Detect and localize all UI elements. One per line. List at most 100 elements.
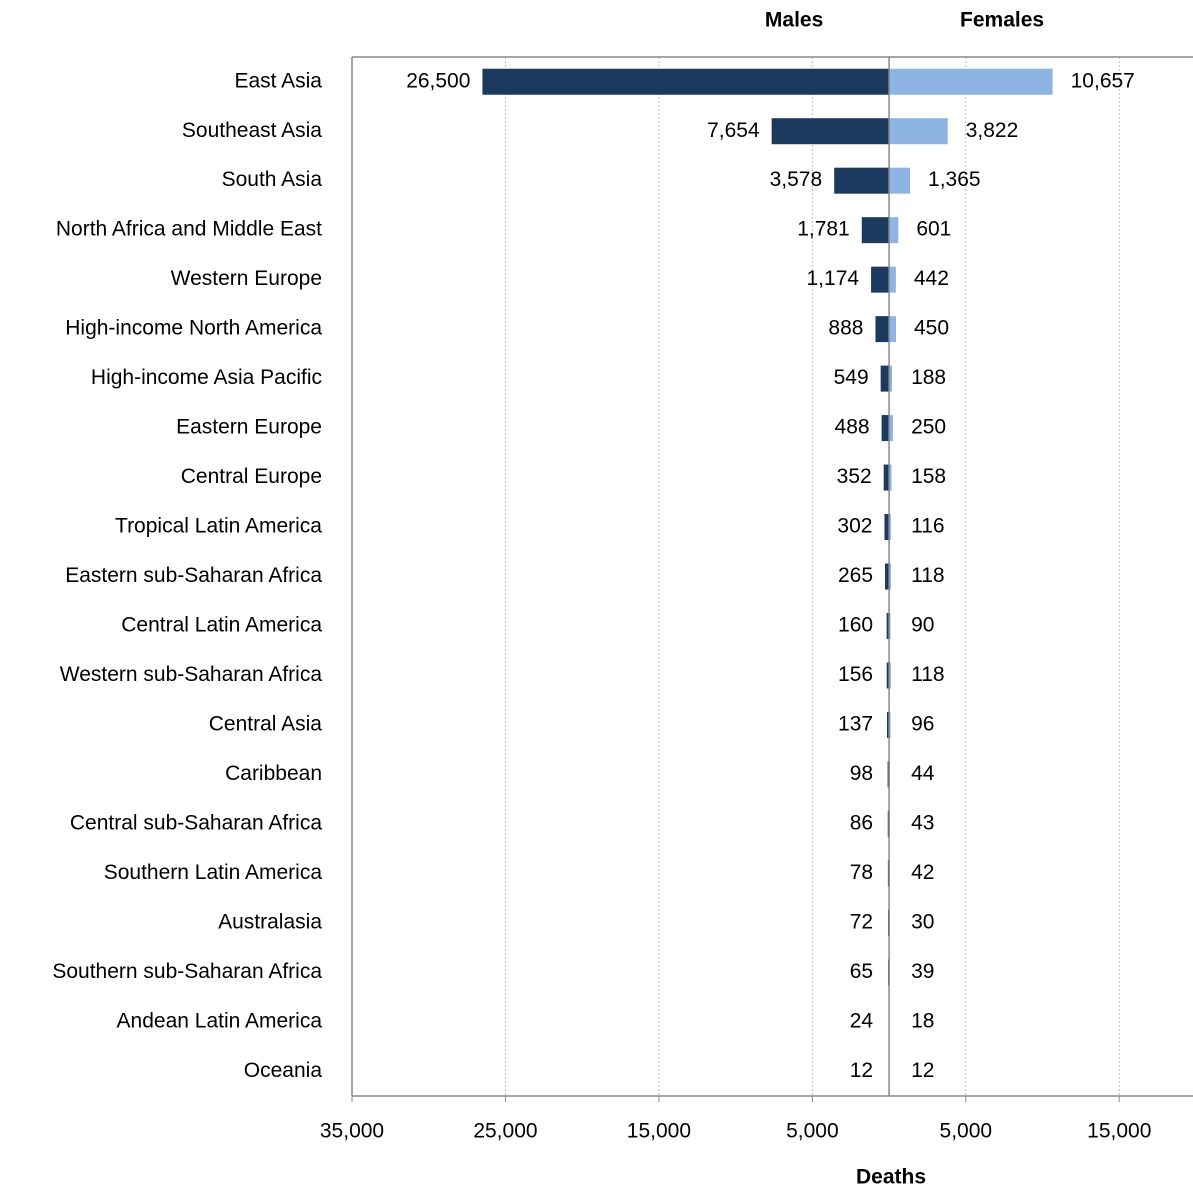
value-label: 12 xyxy=(911,1059,934,1082)
bar xyxy=(886,662,890,689)
bar xyxy=(889,464,892,491)
category-label: Australasia xyxy=(218,910,322,933)
bar xyxy=(886,711,890,738)
value-label: 98 xyxy=(850,762,873,785)
value-label: 12 xyxy=(850,1059,873,1082)
value-label: 158 xyxy=(911,465,946,488)
value-label: 24 xyxy=(850,1009,874,1032)
bar xyxy=(881,415,890,442)
x-tick-label: 15,000 xyxy=(627,1120,691,1143)
x-tick-label: 5,000 xyxy=(940,1120,993,1143)
value-label: 302 xyxy=(837,515,872,538)
value-label: 86 xyxy=(850,811,873,834)
category-label: Southern Latin America xyxy=(104,861,323,884)
bar xyxy=(887,761,890,788)
value-label: 18 xyxy=(911,1009,934,1032)
value-label: 1,781 xyxy=(797,218,850,241)
category-label: Central Asia xyxy=(209,712,323,735)
value-label: 96 xyxy=(911,712,934,735)
x-tick-label: 15,000 xyxy=(1087,1120,1151,1143)
value-label: 44 xyxy=(911,762,935,785)
category-label: North Africa and Middle East xyxy=(56,218,322,241)
category-label: Central Latin America xyxy=(121,614,322,637)
category-label: Eastern Europe xyxy=(176,416,322,439)
series-header: Males xyxy=(765,9,823,32)
value-label: 888 xyxy=(828,317,863,340)
bar xyxy=(886,612,890,639)
value-label: 7,654 xyxy=(707,119,760,142)
bar xyxy=(771,118,890,145)
bar xyxy=(889,118,948,145)
value-label: 118 xyxy=(911,663,944,686)
bar xyxy=(889,217,899,244)
bar xyxy=(889,316,896,343)
bar xyxy=(889,514,891,541)
bar xyxy=(889,68,1053,95)
bar xyxy=(875,316,890,343)
category-label: South Asia xyxy=(222,168,323,191)
value-label: 72 xyxy=(850,910,873,933)
bar xyxy=(880,365,890,392)
bar xyxy=(889,167,911,194)
value-label: 30 xyxy=(911,910,934,933)
category-label: Western sub-Saharan Africa xyxy=(60,663,323,686)
value-label: 1,174 xyxy=(807,267,860,290)
value-label: 118 xyxy=(911,564,944,587)
bar xyxy=(889,365,892,392)
value-label: 78 xyxy=(850,861,873,884)
bar xyxy=(889,662,891,689)
value-label: 65 xyxy=(850,960,873,983)
category-label: Andean Latin America xyxy=(117,1009,323,1032)
category-label: Southeast Asia xyxy=(182,119,322,142)
value-label: 42 xyxy=(911,861,934,884)
value-label: 601 xyxy=(916,218,951,241)
value-label: 3,822 xyxy=(966,119,1019,142)
value-label: 3,578 xyxy=(770,168,823,191)
value-label: 137 xyxy=(838,712,873,735)
value-label: 442 xyxy=(914,267,949,290)
value-label: 156 xyxy=(838,663,873,686)
category-label: High-income Asia Pacific xyxy=(91,366,322,389)
value-label: 488 xyxy=(835,416,870,439)
bar xyxy=(885,563,890,590)
value-label: 1,365 xyxy=(928,168,981,191)
bar xyxy=(883,464,890,491)
bar xyxy=(889,563,891,590)
x-tick-label: 25,000 xyxy=(473,1120,537,1143)
bar xyxy=(861,217,890,244)
bar xyxy=(889,415,893,442)
value-label: 250 xyxy=(911,416,946,439)
category-label: Central sub-Saharan Africa xyxy=(70,811,322,834)
category-label: East Asia xyxy=(234,69,322,92)
series-header: Females xyxy=(960,9,1044,32)
value-label: 116 xyxy=(911,515,944,538)
value-label: 43 xyxy=(911,811,934,834)
value-label: 160 xyxy=(838,614,873,637)
value-label: 39 xyxy=(911,960,934,983)
category-label: Oceania xyxy=(244,1059,323,1082)
x-axis-label: Deaths xyxy=(856,1166,926,1189)
category-label: Southern sub-Saharan Africa xyxy=(52,960,322,983)
category-label: Caribbean xyxy=(225,762,322,785)
bar xyxy=(871,266,890,293)
value-label: 10,657 xyxy=(1071,69,1135,92)
bar xyxy=(834,167,890,194)
value-label: 188 xyxy=(911,366,946,389)
value-label: 265 xyxy=(838,564,873,587)
category-label: Eastern sub-Saharan Africa xyxy=(65,564,322,587)
value-label: 26,500 xyxy=(406,69,470,92)
x-tick-label: 5,000 xyxy=(786,1120,839,1143)
category-label: Central Europe xyxy=(181,465,322,488)
value-label: 90 xyxy=(911,614,934,637)
value-label: 549 xyxy=(834,366,869,389)
category-label: Western Europe xyxy=(171,267,322,290)
value-label: 450 xyxy=(914,317,949,340)
bar xyxy=(482,68,890,95)
category-label: High-income North America xyxy=(65,317,322,340)
bar xyxy=(889,266,896,293)
bar xyxy=(884,514,890,541)
x-tick-label: 35,000 xyxy=(320,1120,384,1143)
value-label: 352 xyxy=(837,465,872,488)
category-label: Tropical Latin America xyxy=(115,515,322,538)
